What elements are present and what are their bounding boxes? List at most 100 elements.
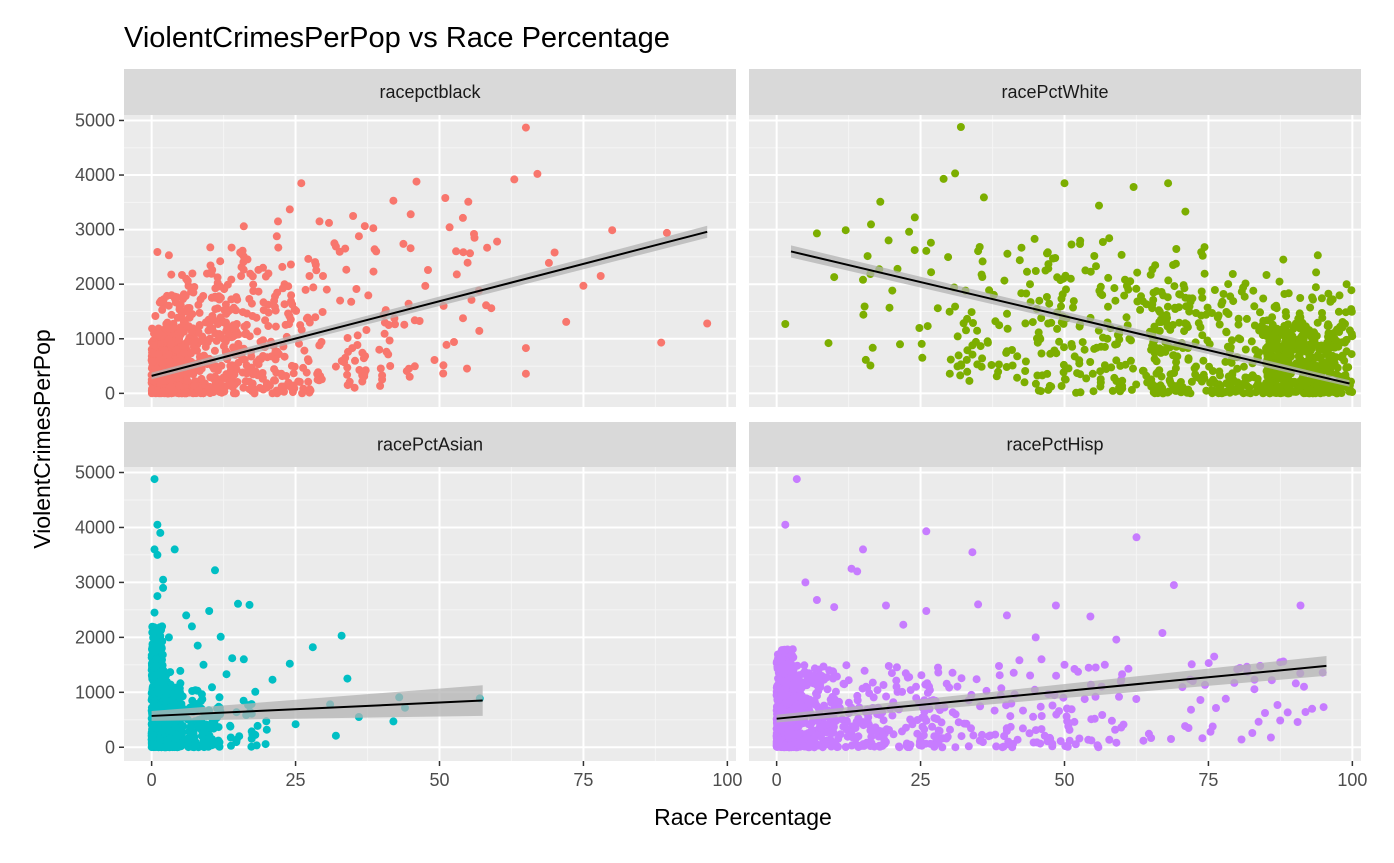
- facet-strip: [749, 69, 1361, 115]
- x-tick-label: 0: [147, 770, 157, 790]
- data-point: [1062, 285, 1070, 294]
- data-point: [1172, 245, 1181, 253]
- data-point: [781, 520, 790, 529]
- data-point: [1089, 387, 1098, 396]
- data-point: [450, 338, 458, 346]
- data-point: [1234, 320, 1243, 329]
- data-point: [1158, 629, 1167, 637]
- data-point: [1323, 382, 1332, 391]
- data-point: [309, 283, 318, 292]
- data-point: [1055, 707, 1063, 716]
- data-point: [951, 302, 960, 311]
- data-point: [579, 281, 588, 290]
- x-tick-label: 50: [1054, 770, 1074, 790]
- data-point: [168, 323, 177, 332]
- data-point: [216, 282, 225, 291]
- data-point: [239, 655, 248, 664]
- y-tick-label: 0: [105, 383, 115, 403]
- data-point: [149, 388, 157, 397]
- data-point: [933, 304, 942, 313]
- data-point: [1019, 706, 1027, 715]
- data-point: [1075, 734, 1084, 743]
- data-point: [1071, 740, 1080, 749]
- data-point: [1185, 302, 1194, 311]
- data-point: [463, 258, 472, 267]
- data-point: [181, 292, 190, 300]
- data-point: [1070, 352, 1079, 361]
- facet-panel-racePctHisp: racePctHisp 0 25 50 75 100: [749, 422, 1367, 790]
- data-point: [1045, 299, 1054, 308]
- data-point: [1065, 725, 1074, 734]
- data-point: [1021, 319, 1030, 328]
- data-point: [934, 726, 943, 735]
- data-point: [349, 212, 358, 220]
- data-point: [1056, 737, 1065, 746]
- data-point: [906, 715, 915, 724]
- data-point: [171, 298, 180, 307]
- data-point: [262, 717, 271, 726]
- data-point: [927, 268, 936, 277]
- data-point: [1098, 711, 1107, 719]
- data-point: [372, 247, 381, 256]
- data-point: [308, 643, 317, 652]
- data-point: [1297, 358, 1306, 367]
- data-point: [458, 213, 467, 222]
- data-point: [199, 292, 208, 300]
- x-tick-label: 25: [286, 770, 306, 790]
- data-point: [176, 738, 185, 747]
- data-point: [464, 197, 473, 206]
- data-point: [1279, 353, 1288, 362]
- data-point: [167, 340, 175, 349]
- data-point: [171, 723, 180, 731]
- data-point: [951, 743, 960, 752]
- data-point: [1293, 718, 1302, 726]
- data-point: [466, 249, 474, 258]
- facet-panel-racePctAsian: racePctAsian 0 1000 2000 3000 4000 5000 0 25 50 75…: [75, 422, 742, 790]
- data-point: [1275, 277, 1284, 286]
- data-point: [311, 260, 320, 269]
- data-point: [657, 338, 666, 347]
- data-point: [1249, 286, 1258, 295]
- data-point: [220, 383, 229, 392]
- data-point: [201, 342, 210, 351]
- data-point: [919, 731, 928, 740]
- data-point: [1132, 380, 1141, 389]
- data-point: [151, 661, 160, 670]
- data-point: [248, 379, 257, 388]
- data-point: [178, 314, 187, 323]
- data-point: [562, 317, 571, 326]
- data-point: [944, 253, 953, 262]
- data-point: [1299, 340, 1307, 349]
- data-point: [289, 381, 298, 390]
- data-point: [459, 248, 468, 257]
- data-point: [915, 741, 924, 750]
- data-point: [1119, 720, 1128, 729]
- facet-strip-label: racePctHisp: [1006, 435, 1103, 455]
- data-point: [795, 729, 804, 738]
- facet-panels: racepctblack010002000300040005000racePct…: [75, 69, 1367, 790]
- data-point: [227, 741, 235, 750]
- data-point: [234, 358, 243, 367]
- data-point: [341, 353, 350, 362]
- data-point: [1222, 328, 1231, 337]
- data-point: [1301, 347, 1310, 356]
- data-point: [1248, 729, 1257, 737]
- data-point: [1153, 368, 1162, 377]
- data-point: [152, 655, 161, 663]
- data-point: [1049, 254, 1057, 263]
- data-point: [801, 578, 810, 587]
- data-point: [1142, 300, 1151, 309]
- data-point: [364, 291, 373, 300]
- data-point: [1330, 359, 1339, 368]
- data-point: [1111, 340, 1120, 349]
- data-point: [1057, 382, 1066, 390]
- data-point: [818, 743, 827, 752]
- data-point: [820, 721, 829, 730]
- data-point: [175, 381, 184, 390]
- data-point: [773, 650, 782, 659]
- data-point: [1176, 290, 1185, 299]
- data-point: [1059, 368, 1068, 377]
- data-point: [1057, 294, 1066, 303]
- data-point: [1298, 318, 1307, 327]
- data-point: [483, 243, 492, 252]
